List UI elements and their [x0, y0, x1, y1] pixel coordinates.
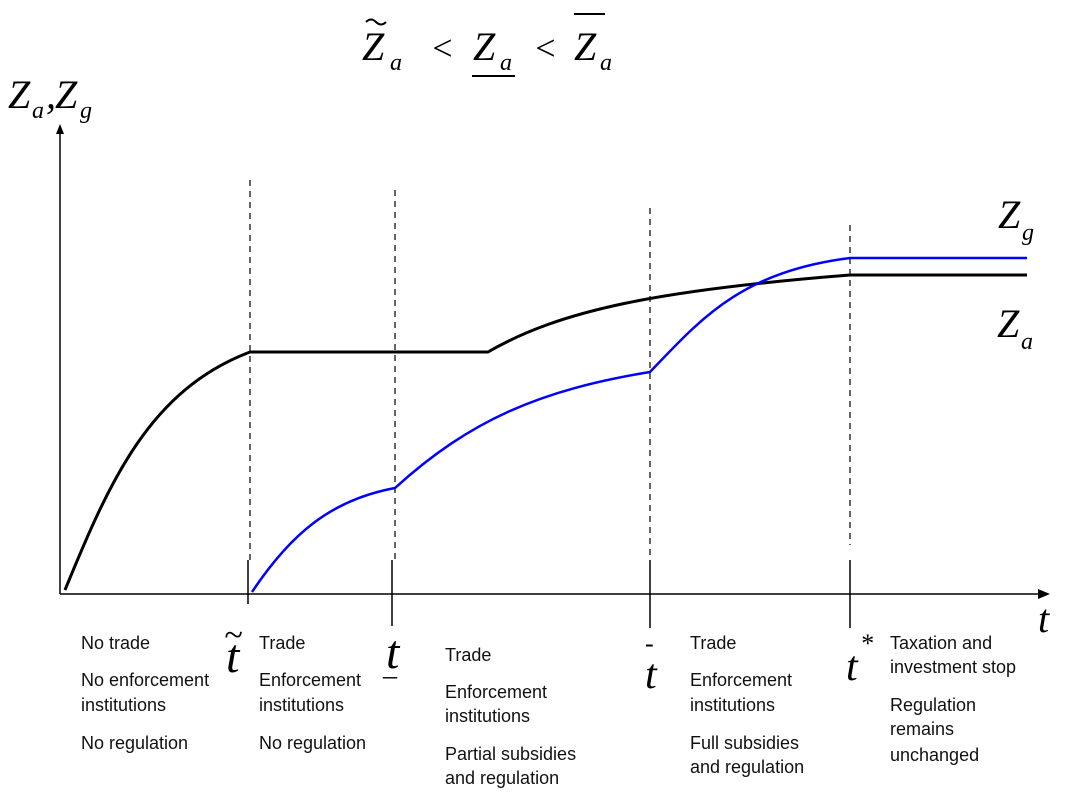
- svg-text:Z: Z: [997, 301, 1020, 346]
- svg-text:No enforcement: No enforcement: [81, 670, 209, 690]
- title-sub-a-3: a: [600, 50, 612, 76]
- axes: t: [56, 124, 1050, 641]
- title-less-than-1: <: [430, 28, 454, 68]
- svg-text:Enforcement: Enforcement: [690, 670, 792, 690]
- marker-t-star: t *: [846, 629, 873, 690]
- svg-text:institutions: institutions: [259, 695, 344, 715]
- y-label-comma: ,: [46, 72, 56, 117]
- star-mark: *: [860, 629, 873, 658]
- svg-text:t: t: [386, 626, 401, 679]
- phase-2: Trade Enforcement institutions No regula…: [259, 633, 366, 753]
- curve-label-zg: Z g: [998, 192, 1034, 246]
- phase-4: Trade Enforcement institutions Full subs…: [690, 633, 804, 777]
- marker-t-tilde: t ~: [224, 617, 242, 683]
- title-less-than-2: <: [533, 28, 557, 68]
- x-axis-label: t: [1038, 596, 1050, 641]
- svg-text:Partial subsidies: Partial subsidies: [445, 744, 576, 764]
- svg-text:and regulation: and regulation: [690, 757, 804, 777]
- svg-text:t: t: [645, 652, 658, 698]
- title-tilde-mark: [365, 18, 387, 26]
- svg-text:Regulation: Regulation: [890, 695, 976, 715]
- tilde-mark: ~: [224, 617, 242, 654]
- y-axis-arrow-icon: [56, 124, 64, 134]
- svg-text:unchanged: unchanged: [890, 745, 979, 765]
- svg-text:remains: remains: [890, 719, 954, 739]
- svg-text:g: g: [1022, 220, 1034, 246]
- svg-text:institutions: institutions: [690, 695, 775, 715]
- phase-3: Trade Enforcement institutions Partial s…: [445, 645, 576, 788]
- svg-text:institutions: institutions: [445, 706, 530, 726]
- phase-1: No trade No enforcement institutions No …: [81, 633, 209, 753]
- svg-text:Trade: Trade: [445, 645, 491, 665]
- title-sub-a-2: a: [500, 50, 512, 76]
- svg-text:Z: Z: [998, 192, 1021, 237]
- za-curve: [63, 273, 1027, 591]
- title-z-under: Z: [473, 24, 496, 69]
- svg-text:Full subsidies: Full subsidies: [690, 733, 799, 753]
- tick-marks: [247, 560, 851, 628]
- curve-label-za: Z a: [997, 301, 1033, 355]
- title-z-tilde: Z: [362, 24, 385, 69]
- title-inequality: Z a < Z a < Z a: [362, 13, 612, 77]
- svg-text:Enforcement: Enforcement: [259, 670, 361, 690]
- underline-mark: _: [382, 651, 398, 682]
- x-axis-arrow-icon: [1038, 589, 1050, 599]
- phase-5: Taxation and investment stop Regulation …: [890, 633, 1016, 765]
- dashed-guides: [249, 180, 851, 560]
- svg-text:No trade: No trade: [81, 633, 150, 653]
- y-label-sub-a: a: [32, 98, 44, 124]
- y-label-z2: Z: [55, 72, 78, 117]
- title-z-bar: Z: [574, 24, 597, 69]
- y-label-sub-g: g: [80, 98, 92, 124]
- svg-text:Trade: Trade: [690, 633, 736, 653]
- marker-t-under: t _: [382, 626, 401, 682]
- svg-text:Trade: Trade: [259, 633, 305, 653]
- y-label-z1: Z: [8, 72, 31, 117]
- svg-text:t: t: [846, 644, 859, 690]
- zg-curve: [250, 256, 1027, 593]
- bar-mark: -: [645, 629, 654, 658]
- svg-text:Taxation and: Taxation and: [890, 633, 992, 653]
- y-axis-label: Z a , Z g: [8, 72, 92, 124]
- svg-text:t: t: [226, 630, 241, 683]
- svg-text:investment stop: investment stop: [890, 657, 1016, 677]
- svg-text:and regulation: and regulation: [445, 768, 559, 788]
- marker-t-bar: t -: [645, 629, 658, 698]
- svg-text:Enforcement: Enforcement: [445, 682, 547, 702]
- svg-text:No regulation: No regulation: [81, 733, 188, 753]
- svg-text:institutions: institutions: [81, 695, 166, 715]
- title-sub-a-1: a: [390, 50, 402, 76]
- svg-text:No regulation: No regulation: [259, 733, 366, 753]
- svg-text:a: a: [1021, 329, 1033, 355]
